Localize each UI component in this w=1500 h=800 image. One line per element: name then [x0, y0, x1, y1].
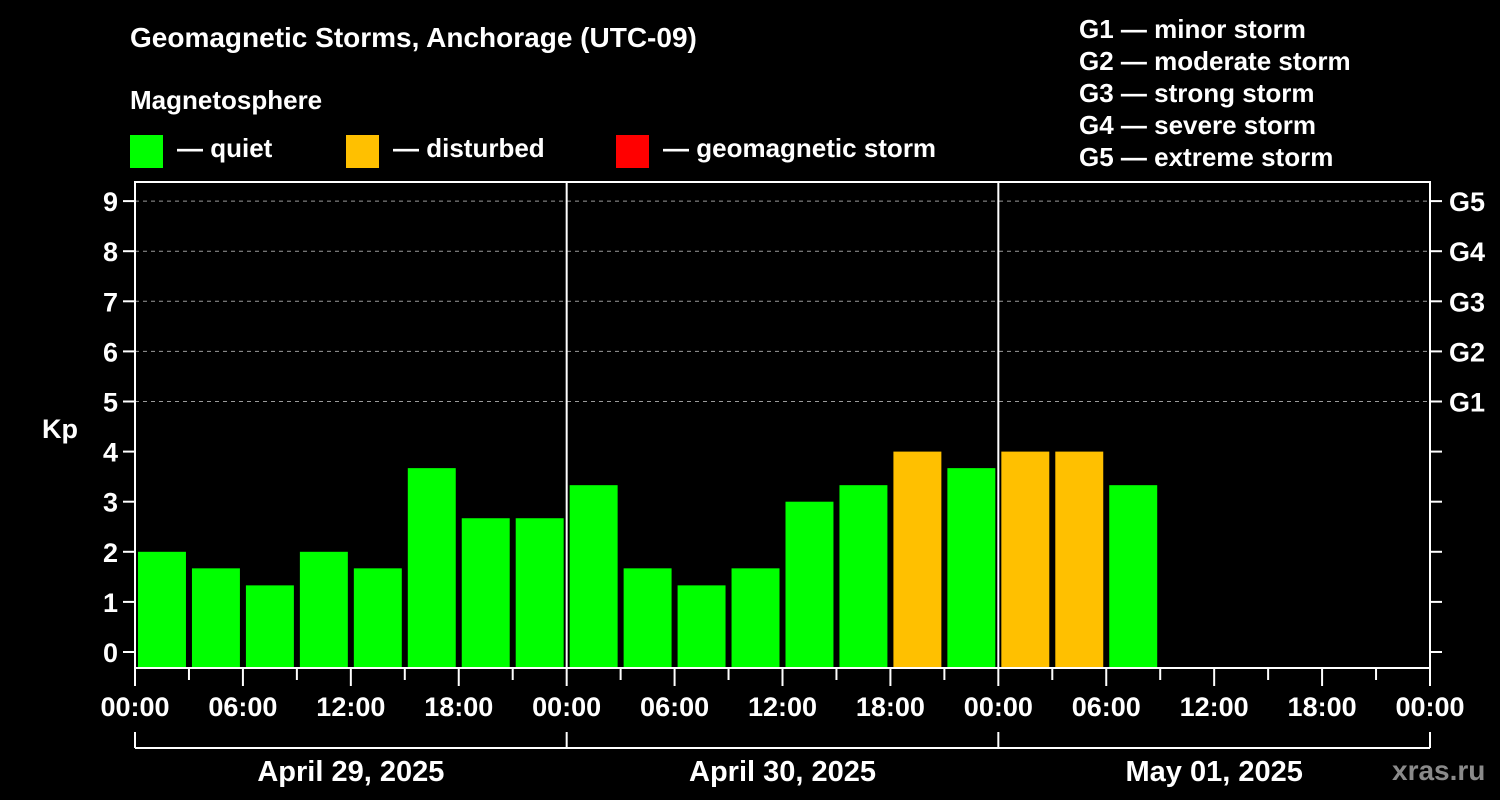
- kp-bar: [839, 485, 888, 668]
- x-tick-label: 00:00: [1395, 692, 1464, 722]
- x-tick-label: 00:00: [964, 692, 1033, 722]
- y-tick-label: 6: [103, 337, 118, 367]
- kp-bar: [1001, 451, 1050, 668]
- kp-bar: [245, 585, 294, 668]
- storm-scale-g4: G4 — severe storm: [1079, 110, 1317, 140]
- g-scale-label: G2: [1449, 337, 1485, 367]
- g-scale-label: G3: [1449, 287, 1485, 317]
- x-tick-label: 12:00: [316, 692, 385, 722]
- kp-bar: [407, 468, 456, 668]
- y-tick-label: 3: [103, 488, 118, 518]
- x-tick-label: 00:00: [100, 692, 169, 722]
- x-tick-label: 06:00: [208, 692, 277, 722]
- x-tick-label: 18:00: [1288, 692, 1357, 722]
- watermark: xras.ru: [1392, 755, 1486, 786]
- kp-bar: [515, 518, 564, 668]
- y-tick-label: 7: [103, 287, 118, 317]
- g-scale-label: G1: [1449, 388, 1485, 418]
- kp-bar: [1055, 451, 1104, 668]
- chart-subtitle: Magnetosphere: [130, 85, 323, 115]
- legend-label-storm: — geomagnetic storm: [663, 133, 937, 163]
- storm-scale-g3: G3 — strong storm: [1079, 78, 1315, 108]
- kp-bar: [353, 568, 402, 668]
- kp-bar: [623, 568, 672, 668]
- kp-bar: [1109, 485, 1158, 668]
- date-label: May 01, 2025: [1125, 756, 1302, 788]
- kp-bar: [191, 568, 240, 668]
- kp-bar: [731, 568, 780, 668]
- legend-swatch-quiet: [130, 135, 163, 168]
- y-tick-label: 1: [103, 588, 118, 618]
- kp-bar: [299, 551, 348, 668]
- kp-bar: [461, 518, 510, 668]
- kp-bar: [138, 551, 186, 668]
- legend-swatch-disturbed: [346, 135, 379, 168]
- storm-scale-g1: G1 — minor storm: [1079, 14, 1306, 44]
- kp-bar: [569, 485, 618, 668]
- y-axis-label: Kp: [42, 414, 78, 444]
- storm-scale-g5: G5 — extreme storm: [1079, 142, 1334, 172]
- y-tick-label: 0: [103, 638, 118, 668]
- x-tick-label: 06:00: [640, 692, 709, 722]
- x-tick-label: 12:00: [1180, 692, 1249, 722]
- legend-swatch-storm: [616, 135, 649, 168]
- kp-bar: [785, 501, 834, 668]
- x-tick-label: 00:00: [532, 692, 601, 722]
- date-label: April 30, 2025: [689, 756, 876, 788]
- chart-title: Geomagnetic Storms, Anchorage (UTC-09): [130, 22, 697, 53]
- storm-scale-g2: G2 — moderate storm: [1079, 46, 1351, 76]
- kp-bar: [947, 468, 996, 668]
- kp-bar: [677, 585, 726, 668]
- y-tick-label: 4: [103, 438, 118, 468]
- y-tick-label: 9: [103, 187, 118, 217]
- x-tick-label: 18:00: [424, 692, 493, 722]
- legend-label-quiet: — quiet: [177, 133, 273, 163]
- y-tick-label: 8: [103, 237, 118, 267]
- x-tick-label: 06:00: [1072, 692, 1141, 722]
- x-tick-label: 18:00: [856, 692, 925, 722]
- date-label: April 29, 2025: [257, 756, 444, 788]
- legend-label-disturbed: — disturbed: [393, 133, 545, 163]
- kp-bar: [893, 451, 942, 668]
- g-scale-label: G5: [1449, 187, 1485, 217]
- x-tick-label: 12:00: [748, 692, 817, 722]
- y-tick-label: 5: [103, 388, 118, 418]
- y-tick-label: 2: [103, 538, 118, 568]
- g-scale-label: G4: [1449, 237, 1485, 267]
